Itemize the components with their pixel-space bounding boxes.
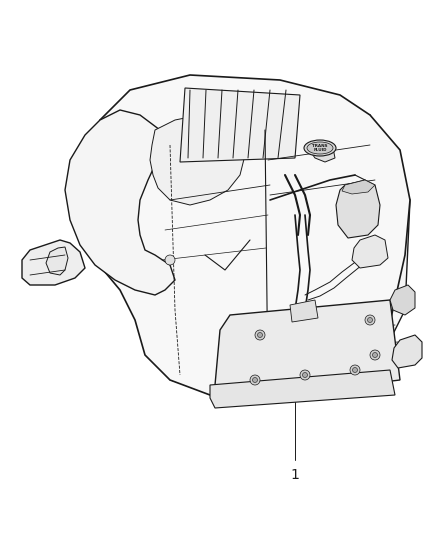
Circle shape [252, 377, 258, 383]
Circle shape [350, 365, 360, 375]
Circle shape [258, 333, 262, 337]
Polygon shape [145, 115, 410, 395]
Polygon shape [22, 240, 85, 285]
Polygon shape [352, 235, 388, 268]
Circle shape [165, 255, 175, 265]
Circle shape [255, 330, 265, 340]
Polygon shape [392, 335, 422, 368]
Circle shape [303, 373, 307, 377]
Polygon shape [143, 155, 265, 392]
Polygon shape [390, 285, 415, 315]
Polygon shape [180, 88, 300, 162]
Circle shape [365, 315, 375, 325]
Polygon shape [336, 180, 380, 238]
Circle shape [370, 350, 380, 360]
Polygon shape [46, 247, 68, 275]
Circle shape [250, 375, 260, 385]
Circle shape [372, 352, 378, 358]
Ellipse shape [304, 140, 336, 156]
Polygon shape [215, 300, 400, 400]
Polygon shape [342, 180, 375, 194]
Polygon shape [80, 75, 410, 400]
Circle shape [353, 367, 357, 373]
Circle shape [300, 370, 310, 380]
Polygon shape [210, 370, 395, 408]
Polygon shape [290, 300, 318, 322]
Polygon shape [65, 110, 175, 295]
Ellipse shape [307, 142, 333, 154]
Polygon shape [150, 115, 245, 205]
Text: TRANS
FLUID: TRANS FLUID [312, 144, 328, 152]
Circle shape [367, 318, 372, 322]
Polygon shape [308, 143, 335, 162]
Text: 1: 1 [290, 468, 300, 482]
